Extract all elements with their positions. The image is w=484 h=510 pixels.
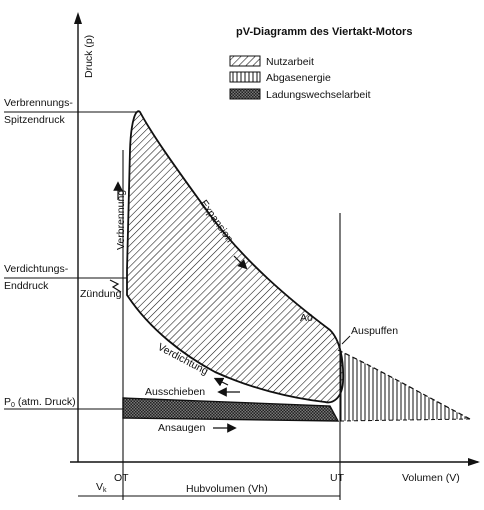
ansaugen-label: Ansaugen: [158, 422, 205, 434]
expansion-arrow: [233, 255, 248, 270]
region-abgasenergie: [338, 350, 470, 421]
hubvolumen-label: Hubvolumen (Vh): [186, 483, 268, 495]
region-ladungswechselarbeit: [122, 397, 340, 422]
atm-pressure-label: P0 (atm. Druck): [4, 396, 76, 409]
compression-pressure-label-2: Enddruck: [4, 280, 49, 292]
y-axis-label: Druck (p): [83, 35, 95, 78]
vk-label: Vk: [96, 481, 107, 494]
x-axis-arrow: [468, 458, 480, 466]
legend-label-abgasenergie: Abgasenergie: [266, 72, 331, 84]
verdichtung-arrow: [213, 377, 229, 387]
zuendung-label: Zündung: [80, 288, 122, 300]
peak-pressure-label-1: Verbrennungs-: [4, 97, 73, 109]
legend-label-ladungswechselarbeit: Ladungswechselarbeit: [266, 89, 371, 101]
exhaust-dashed-curve: [337, 349, 471, 420]
legend-swatch-ladungswechselarbeit: [229, 88, 261, 100]
legend-swatch-abgasenergie: [229, 71, 261, 83]
legend-swatch-nutzarbeit: [229, 55, 261, 67]
auspuffen-leader-line: [341, 335, 351, 345]
ot-label: OT: [114, 472, 129, 484]
x-axis-label: Volumen (V): [402, 472, 460, 484]
zuendung-spark-icon: [109, 279, 122, 293]
auspuffen-label: Auspuffen: [351, 325, 398, 337]
verbrennung-label: Verbrennung: [115, 190, 127, 250]
exhaust-dashed-baseline: [339, 418, 471, 422]
legend-label-nutzarbeit: Nutzarbeit: [266, 56, 314, 68]
y-axis-arrow: [74, 12, 82, 24]
diagram-title: pV-Diagramm des Viertakt-Motors: [236, 26, 412, 38]
ao-label: Aö: [300, 312, 313, 324]
ut-label: UT: [330, 472, 345, 484]
ausschieben-label: Ausschieben: [145, 386, 205, 398]
compression-pressure-label-1: Verdichtungs-: [4, 263, 69, 275]
peak-pressure-label-2: Spitzendruck: [4, 114, 65, 126]
